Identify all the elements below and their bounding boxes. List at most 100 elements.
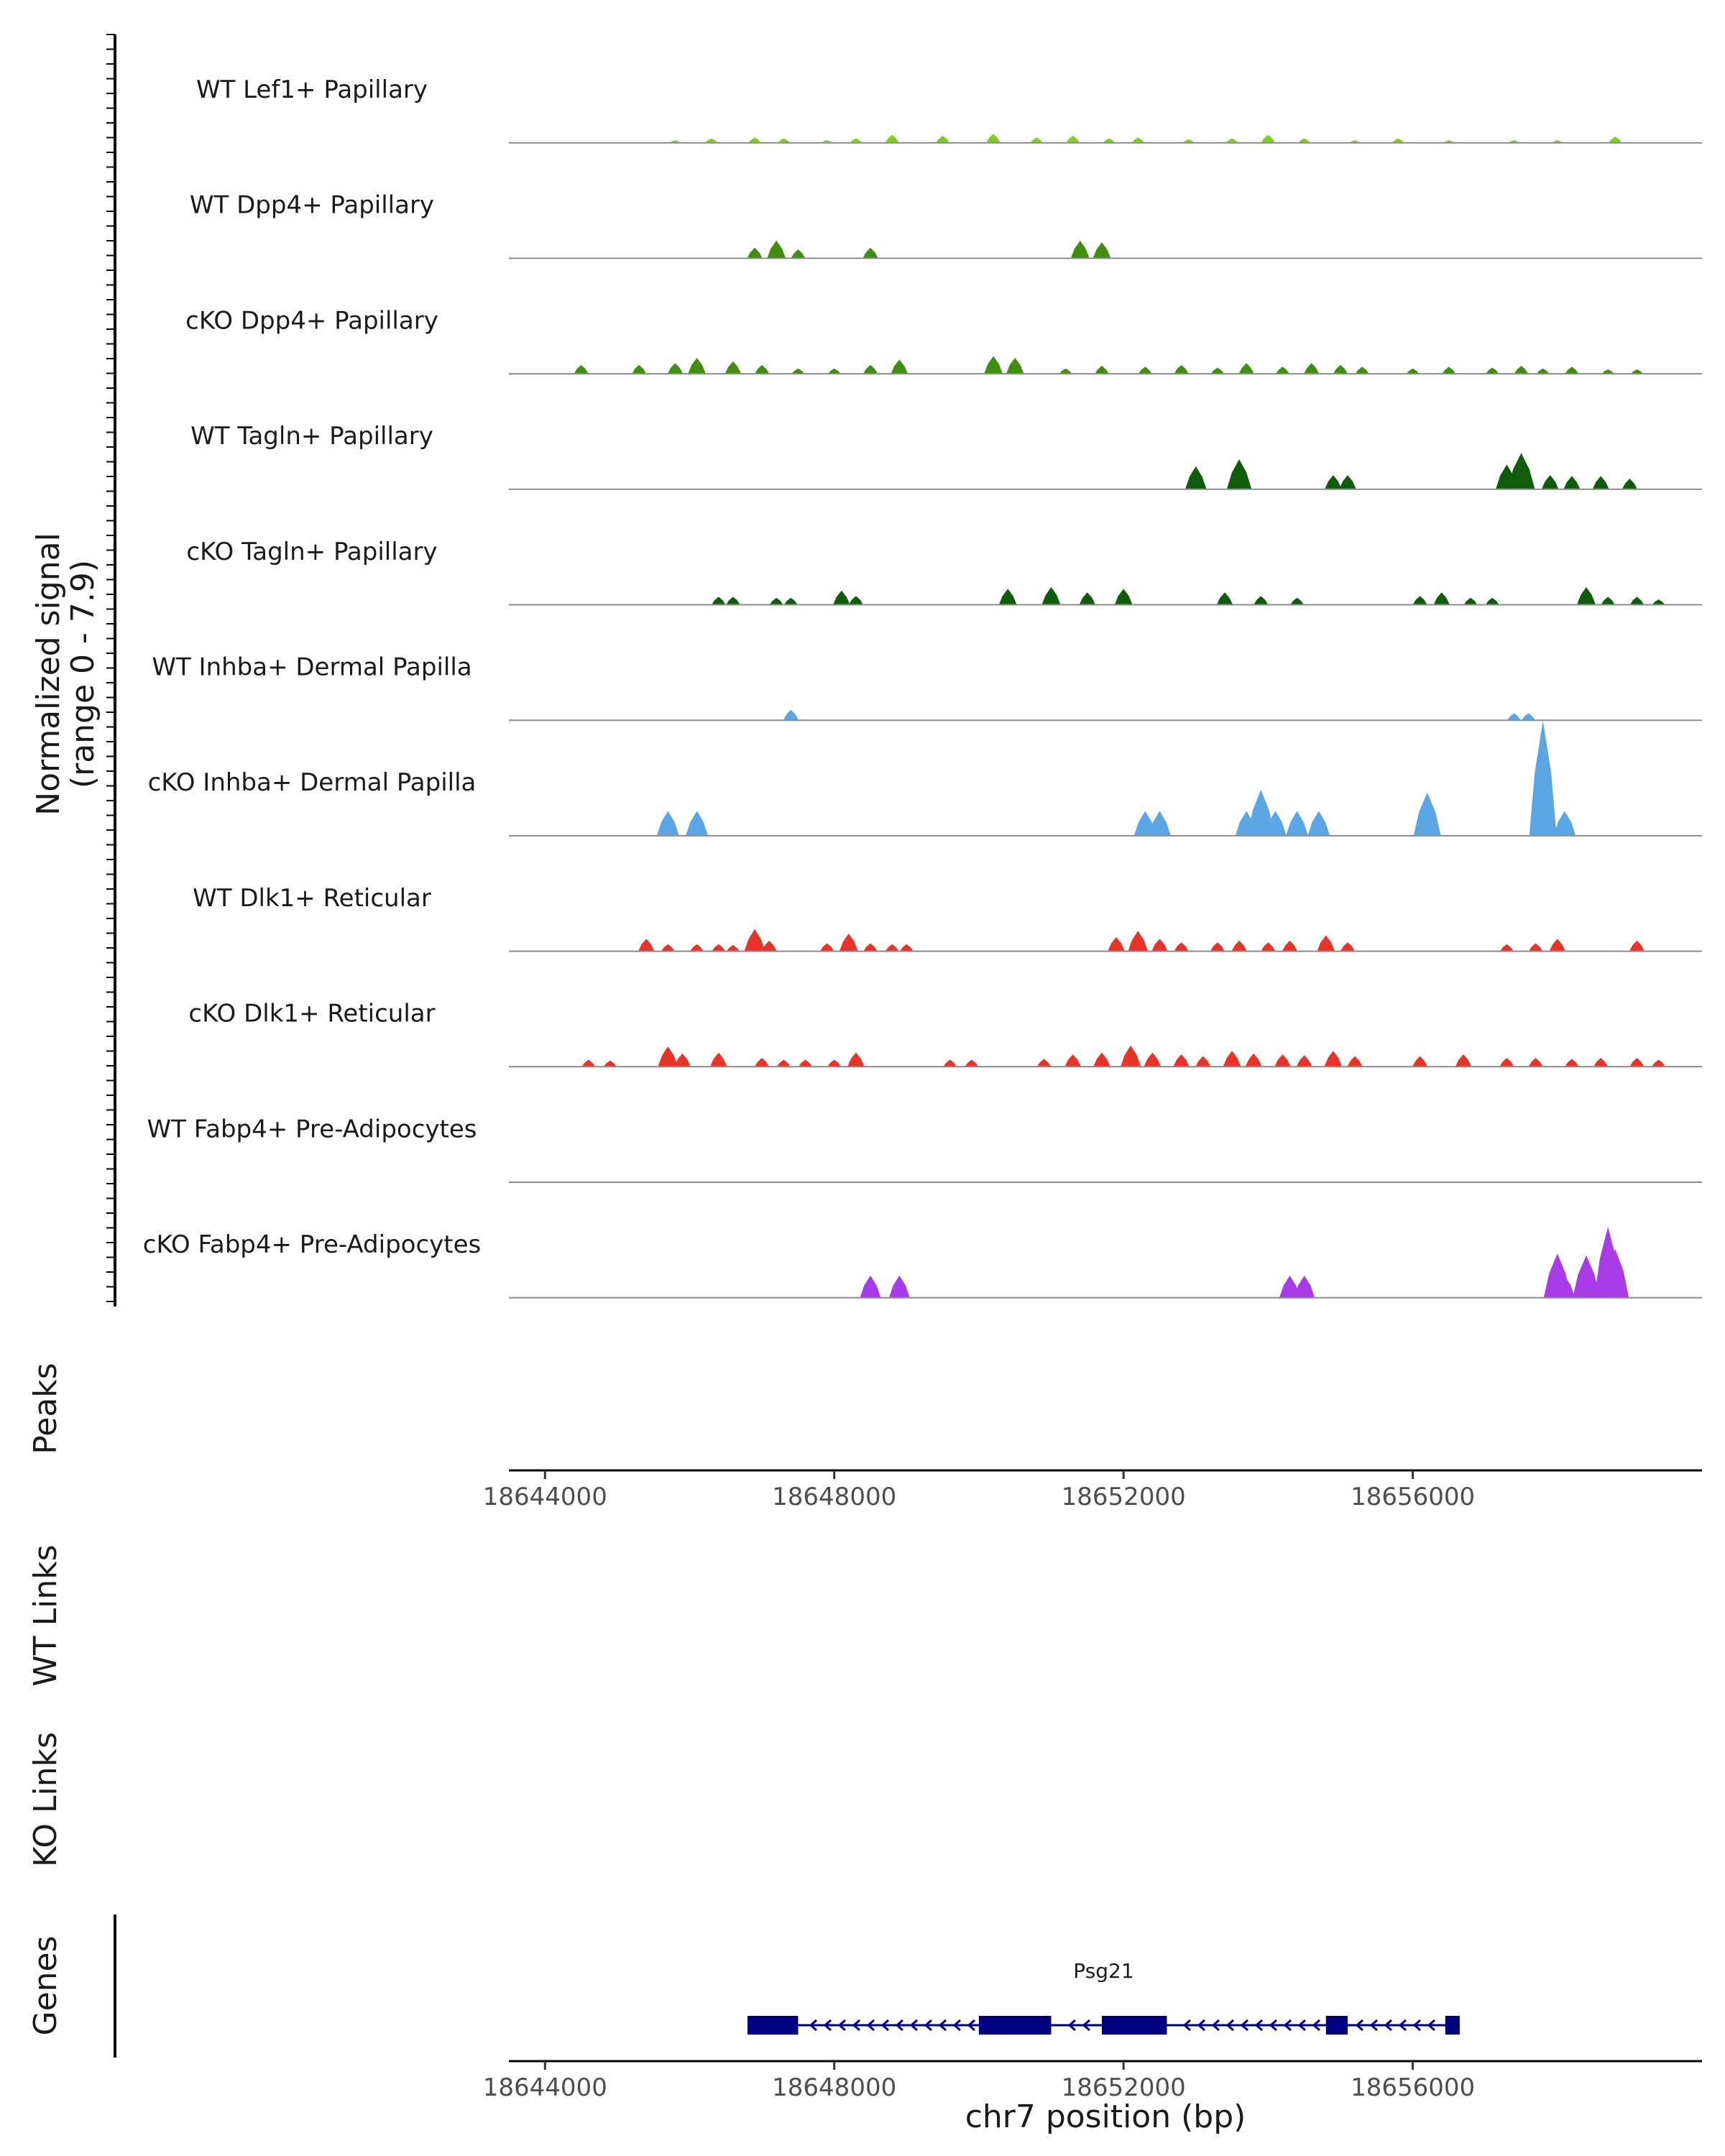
signal-peak [1549,939,1565,952]
signal-peak [1609,137,1622,143]
strand-arrow [1412,2019,1421,2032]
strand-arrow [1283,2019,1292,2032]
signal-peak [1631,369,1643,374]
signal-peak [1486,367,1499,374]
signal-peak [986,134,1001,143]
signal-peak [1226,459,1252,489]
signal-peak [860,1275,881,1298]
signal-tracks: WT Lef1+ Papillary WT Dpp4+ Papillary cKO … [143,75,1702,1299]
track: WT Tagln+ Papillary [190,422,1702,490]
strand-arrow [809,2019,817,2032]
signal-peak [1601,596,1615,605]
strand-arrow [1384,2019,1392,2032]
signal-peak [712,944,726,952]
signal-peak [1279,1275,1300,1298]
signal-peak [784,597,798,605]
x-tick-label: 18656000 [1351,2073,1475,2102]
signal-peak [863,943,878,952]
track-label: WT Dpp4+ Papillary [190,191,434,220]
signal-peak [1182,139,1195,143]
signal-peak [1223,1051,1241,1067]
signal-peak [1079,592,1095,605]
signal-peak [658,1046,678,1067]
signal-peak [1339,475,1356,489]
signal-peak [1652,1059,1665,1067]
signal-peak [1114,589,1133,605]
peaks-x-ticks: 18644000 18648000 18652000 18656000 [483,1470,1475,1511]
track: cKO Dpp4+ Papillary [185,306,1702,375]
signal-peak [1433,592,1450,605]
signal-peak [656,811,679,836]
signal-peak [827,1059,842,1067]
signal-peak [1121,1045,1141,1067]
signal-peak [1553,811,1576,836]
signal-peak [1059,368,1072,374]
signal-peak [1092,242,1111,259]
strand-arrow [1369,2019,1378,2032]
signal-peak [755,364,770,374]
signal-peak [776,1059,791,1067]
signal-peak [1185,466,1207,489]
strand-arrow [1197,2019,1205,2032]
signal-peak [755,1058,770,1067]
strand-arrow [967,2019,975,2032]
signal-peak [1413,792,1441,836]
track: cKO Inhba+ Dermal Papilla [148,721,1702,837]
signal-peak [820,943,834,952]
signal-peak [1261,942,1276,952]
signal-peak [1261,134,1276,143]
signal-peak [885,944,899,952]
signal-peak [848,596,863,605]
signal-peak [1522,713,1535,721]
x-axis-title: chr7 position (bp) [965,2099,1246,2135]
signal-peak [1565,367,1579,374]
signal-peak [724,361,742,374]
signal-peak [943,1059,957,1067]
genes-label: Genes [27,1935,64,2035]
signal-peak [862,247,878,259]
signal-peak [1325,475,1342,489]
strand-arrow [1269,2019,1277,2032]
signal-peak [574,364,589,374]
signal-peak [1412,596,1427,605]
signal-peak [1529,721,1557,836]
signal-peak [1173,1054,1190,1067]
track-label: cKO Tagln+ Papillary [186,538,437,566]
strand-arrow [895,2019,903,2032]
signal-peak [791,249,806,259]
signal-peak [839,934,858,952]
x-tick-label: 18644000 [483,1483,607,1511]
signal-peak [1500,944,1514,952]
signal-peak [1593,1058,1609,1067]
signal-peak [1174,364,1189,374]
track-label: WT Fabp4+ Pre-Adipocytes [147,1115,477,1143]
signal-peak [899,944,914,952]
signal-peak [791,368,805,374]
signal-peak [1151,939,1168,952]
strand-arrow [938,2019,947,2032]
signal-peak [1294,1275,1315,1298]
signal-peak [1563,476,1581,489]
signal-peak [1210,942,1225,952]
signal-peak [1629,1058,1644,1067]
signal-peak [1247,789,1275,836]
signal-peak [726,945,740,952]
strand-arrow [909,2019,918,2032]
signal-peak [1514,366,1529,374]
signal-peak [1485,597,1499,605]
signal-peak [1412,1056,1428,1067]
signal-peak [1070,240,1090,259]
signal-peak [799,1059,812,1067]
signal-peak [748,137,761,143]
signal-peak [998,589,1017,605]
signal-peak [1195,1056,1211,1067]
signal-peak [1307,811,1330,836]
strand-arrow [852,2019,860,2032]
strand-arrow [1082,2019,1090,2032]
signal-peak [747,247,763,259]
signal-peak [705,138,718,143]
strand-arrow [1312,2019,1320,2032]
signal-peak [1536,368,1550,374]
signal-peak [827,368,841,374]
x-tick-label: 18652000 [1062,2073,1186,2102]
